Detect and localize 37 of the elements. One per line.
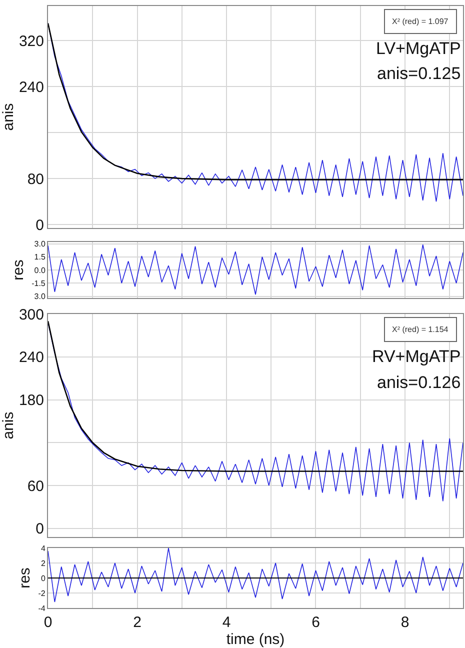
annotation: X² (red) = 1.154 — [392, 325, 449, 334]
y-tick-label: -2 — [38, 588, 46, 598]
annotation: anis=0.126 — [377, 373, 461, 392]
y-tick-label: 3.0 — [34, 240, 46, 249]
y-tick-label: 0 — [36, 520, 44, 538]
y-tick-label: 0.0 — [34, 266, 46, 275]
y-tick-label: 300 — [18, 306, 44, 324]
y-tick-label: 60 — [27, 478, 44, 495]
annotation: RV+MgATP — [372, 347, 461, 366]
y-tick-label: 0 — [40, 574, 46, 583]
line-series — [48, 320, 463, 472]
x-tick-label: 8 — [400, 614, 410, 631]
line-series — [48, 548, 463, 602]
x-tick-label: 6 — [312, 614, 320, 631]
y-axis-title: anis — [0, 103, 17, 131]
y-axis-title: anis — [0, 412, 17, 440]
annotation: X² (red) = 1.097 — [392, 17, 449, 26]
x-tick-label: 4 — [222, 614, 231, 631]
annotation: anis=0.125 — [377, 64, 461, 83]
y-tick-label: -1.5 — [32, 278, 46, 288]
y-tick-label: -4 — [38, 604, 46, 613]
annotation: LV+MgATP — [376, 39, 461, 58]
y-axis-title: res — [10, 260, 27, 280]
y-tick-label: 3.0 — [34, 292, 46, 302]
y-tick-label: 1.5 — [34, 252, 46, 262]
y-tick-label: 240 — [18, 78, 44, 96]
y-tick-label: 0 — [36, 216, 44, 234]
y-tick-label: 320 — [18, 32, 44, 50]
y-tick-label: 180 — [18, 392, 44, 410]
y-axis-title: res — [16, 568, 34, 588]
y-tick-label: 2 — [40, 558, 46, 568]
y-tick-label: 4 — [40, 544, 46, 553]
line-series — [48, 244, 463, 295]
x-tick-label: 2 — [133, 614, 142, 631]
y-tick-label: 240 — [18, 349, 44, 366]
y-tick-label: 80 — [27, 170, 44, 188]
x-axis-title: time (ns) — [226, 631, 285, 648]
